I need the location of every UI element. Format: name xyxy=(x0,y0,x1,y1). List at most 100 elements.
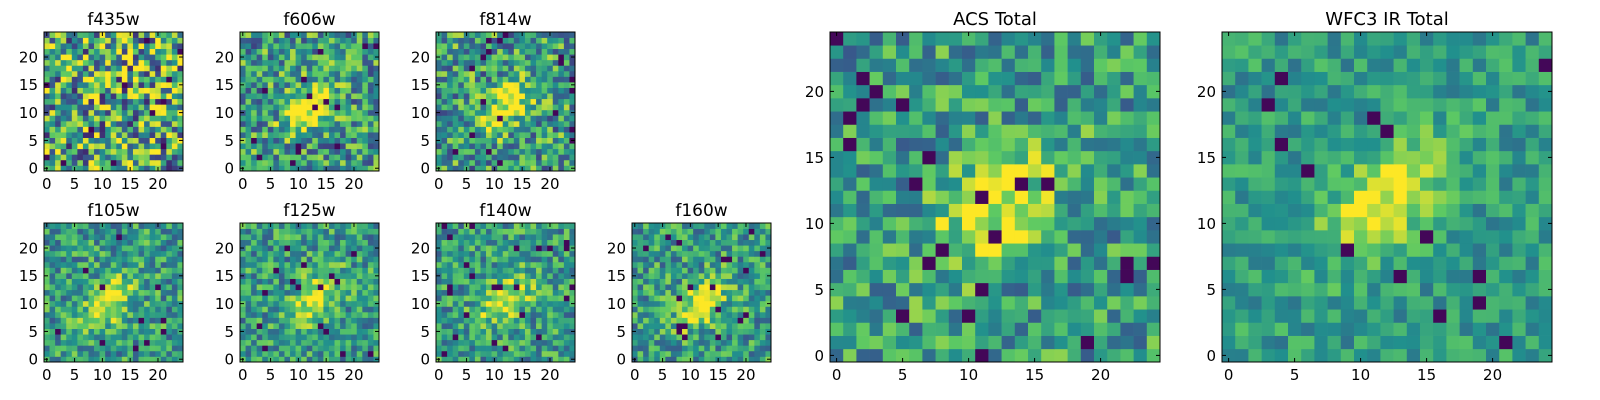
heatmap-cell xyxy=(127,295,134,302)
heatmap-cell xyxy=(486,334,492,341)
heatmap-cell xyxy=(356,82,363,88)
heatmap-cell xyxy=(491,98,498,105)
heatmap-cell xyxy=(149,109,156,116)
heatmap-cell xyxy=(975,296,989,310)
heatmap-cell xyxy=(82,43,89,50)
heatmap-cell xyxy=(273,284,280,291)
heatmap-cell xyxy=(530,137,537,144)
heatmap-cell xyxy=(1107,164,1121,178)
heatmap-cell xyxy=(306,109,313,116)
heatmap-cell xyxy=(312,93,319,100)
heatmap-cell xyxy=(356,317,363,324)
heatmap-cell xyxy=(116,261,123,268)
heatmap-cell xyxy=(273,48,280,55)
heatmap-cell xyxy=(486,87,492,94)
heatmap-cell xyxy=(373,154,380,161)
heatmap-cell xyxy=(502,59,509,66)
heatmap-cell xyxy=(290,250,296,257)
heatmap-cell xyxy=(1120,216,1134,231)
heatmap-cell xyxy=(558,48,565,55)
heatmap-cell xyxy=(105,132,112,138)
heatmap-cell xyxy=(552,339,559,346)
heatmap-cell xyxy=(144,70,150,77)
heatmap-cell xyxy=(1133,256,1148,270)
heatmap-cell xyxy=(284,239,291,246)
heatmap-cell xyxy=(334,284,341,291)
heatmap-cell xyxy=(245,126,252,133)
heatmap-cell xyxy=(856,309,870,323)
heatmap-cell xyxy=(536,350,542,357)
heatmap-cell xyxy=(519,98,526,105)
heatmap-cell xyxy=(896,243,910,257)
heatmap-cell xyxy=(317,32,324,38)
heatmap-cell xyxy=(116,356,123,363)
heatmap-cell xyxy=(166,245,173,252)
heatmap-cell xyxy=(720,300,727,307)
heatmap-cell xyxy=(693,267,700,274)
heatmap-cell xyxy=(127,239,134,246)
x-tick-label: 10 xyxy=(289,366,308,384)
heatmap-cell xyxy=(49,82,56,88)
heatmap-cell xyxy=(116,223,123,229)
heatmap-cell xyxy=(704,334,711,341)
heatmap-cell xyxy=(82,154,89,161)
heatmap-cell xyxy=(138,37,145,44)
heatmap-cell xyxy=(558,104,565,111)
heatmap-cell xyxy=(458,115,465,122)
heatmap-cell xyxy=(356,284,363,291)
heatmap-cell xyxy=(698,284,705,291)
heatmap-cell xyxy=(1080,177,1095,191)
heatmap-cell xyxy=(251,148,258,155)
heatmap-cell xyxy=(743,295,750,302)
heatmap-cell xyxy=(66,323,73,329)
heatmap-cell xyxy=(99,311,106,318)
heatmap-cell xyxy=(486,278,492,285)
heatmap-cell xyxy=(290,317,296,324)
heatmap-cell xyxy=(127,93,134,100)
heatmap-cell xyxy=(558,311,565,318)
heatmap-cell xyxy=(748,223,755,229)
heatmap-cell xyxy=(155,239,162,246)
heatmap-cell xyxy=(513,245,520,252)
heatmap-cell xyxy=(1001,309,1016,323)
heatmap-cell xyxy=(351,82,358,88)
heatmap-cell xyxy=(558,126,565,133)
heatmap-cell xyxy=(486,273,492,279)
heatmap-cell xyxy=(709,328,716,335)
heatmap-cell xyxy=(367,267,374,274)
heatmap-cell xyxy=(155,284,162,291)
heatmap-cell xyxy=(149,339,156,346)
heatmap-cell xyxy=(491,54,498,61)
heatmap-cell xyxy=(1001,335,1016,350)
heatmap-cell xyxy=(452,165,459,172)
heatmap-cell xyxy=(127,98,134,105)
heatmap-cell xyxy=(267,148,274,155)
heatmap-cell xyxy=(530,159,537,166)
heatmap-cell xyxy=(367,48,374,55)
heatmap-cell xyxy=(693,339,700,346)
heatmap-cell xyxy=(278,37,285,44)
heatmap-cell xyxy=(373,250,380,257)
heatmap-cell xyxy=(552,345,559,352)
heatmap-cell xyxy=(251,104,258,111)
heatmap-cell xyxy=(1146,164,1161,178)
heatmap-cell xyxy=(144,98,150,105)
heatmap-cell xyxy=(536,273,542,279)
heatmap-cell xyxy=(754,289,761,296)
heatmap-cell xyxy=(71,82,78,88)
heatmap-cell xyxy=(452,76,459,83)
heatmap-cell xyxy=(935,216,950,231)
heatmap-cell xyxy=(948,150,963,165)
heatmap-cell xyxy=(524,311,531,318)
heatmap-cell xyxy=(240,159,246,166)
heatmap-cell xyxy=(447,250,454,257)
heatmap-cell xyxy=(726,239,733,246)
heatmap-cell xyxy=(643,284,650,291)
heatmap-cell xyxy=(869,256,884,270)
heatmap-cell xyxy=(105,339,112,346)
heatmap-cell xyxy=(116,120,123,127)
heatmap-cell xyxy=(975,256,989,270)
heatmap-cell xyxy=(284,278,291,285)
heatmap-cell xyxy=(121,70,128,77)
heatmap-cell xyxy=(110,328,117,335)
